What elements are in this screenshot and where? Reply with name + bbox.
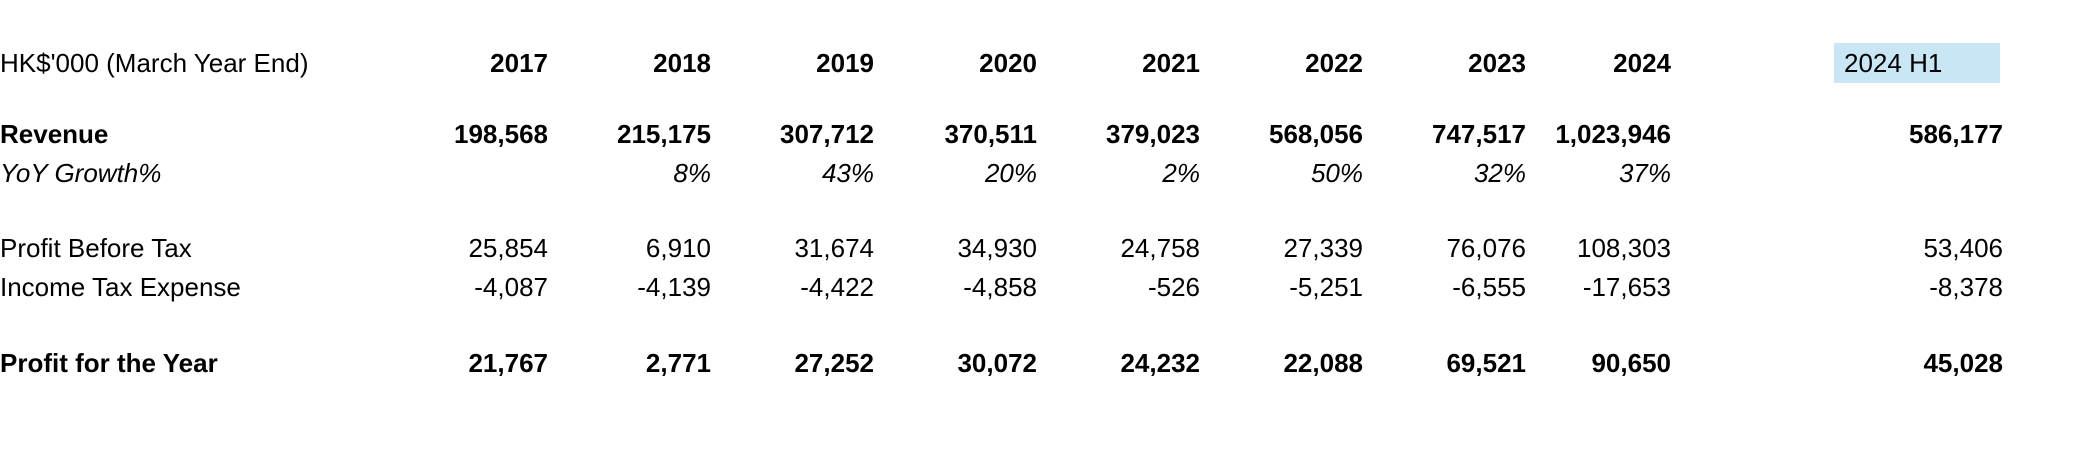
cell-income-tax-expense-2024-h1: -8,378 xyxy=(1929,272,2003,302)
col-header-2018: 2018 xyxy=(653,47,711,78)
cell-yoy-growth-2017 xyxy=(420,154,548,193)
cell-profit-before-tax-2017: 25,854 xyxy=(468,233,548,263)
cell-income-tax-expense-2021: -526 xyxy=(1147,272,1200,302)
table: HK$'000 (March Year End) 2017 2018 2019 … xyxy=(0,43,2003,383)
cell-income-tax-expense-2017: -4,087 xyxy=(474,272,548,302)
spacer-row xyxy=(0,193,2003,229)
cell-revenue-2024: 1,023,946 xyxy=(1555,119,1671,149)
cell-yoy-growth-2020: 20% xyxy=(984,158,1037,188)
column-gap xyxy=(1671,229,1834,268)
col-header-2024-h1-cell: 2024 H1 xyxy=(1834,43,2003,83)
cell-revenue-2021: 379,023 xyxy=(1106,119,1200,149)
cell-profit-for-the-year-2023: 69,521 xyxy=(1446,348,1526,378)
cell-profit-for-the-year-2020: 30,072 xyxy=(957,348,1037,378)
cell-yoy-growth-2024: 37% xyxy=(1618,158,1671,188)
cell-income-tax-expense-2024: -17,653 xyxy=(1582,272,1671,302)
cell-income-tax-expense-2022: -5,251 xyxy=(1289,272,1363,302)
col-header-2021: 2021 xyxy=(1142,47,1200,78)
row-label-income-tax-expense: Income Tax Expense xyxy=(0,272,241,302)
cell-revenue-2017: 198,568 xyxy=(454,119,548,149)
cell-profit-for-the-year-2021: 24,232 xyxy=(1120,348,1200,378)
cell-revenue-2019: 307,712 xyxy=(780,119,874,149)
col-header-2023: 2023 xyxy=(1468,47,1526,78)
cell-yoy-growth-2022: 50% xyxy=(1310,158,1363,188)
table-row-profit-for-the-year: Profit for the Year 21,767 2,771 27,252 30,0… xyxy=(0,344,2003,383)
cell-revenue-2024-h1: 586,177 xyxy=(1909,119,2003,149)
cell-yoy-growth-2023: 32% xyxy=(1473,158,1526,188)
table-row-profit-before-tax: Profit Before Tax 25,854 6,910 31,674 34,930… xyxy=(0,229,2003,268)
row-label-yoy-growth: YoY Growth% xyxy=(0,158,162,188)
col-header-2020: 2020 xyxy=(979,47,1037,78)
spacer-row xyxy=(0,307,2003,344)
spacer-cell xyxy=(0,83,2003,115)
column-gap xyxy=(1671,43,1834,83)
column-gap xyxy=(1671,115,1834,154)
cell-profit-for-the-year-2024: 90,650 xyxy=(1591,348,1671,378)
cell-profit-before-tax-2019: 31,674 xyxy=(794,233,874,263)
cell-profit-before-tax-2023: 76,076 xyxy=(1446,233,1526,263)
cell-profit-before-tax-2024: 108,303 xyxy=(1577,233,1671,263)
cell-income-tax-expense-2019: -4,422 xyxy=(800,272,874,302)
cell-yoy-growth-2018: 8% xyxy=(673,158,711,188)
unit-label: HK$'000 (March Year End) xyxy=(0,47,309,78)
cell-revenue-2018: 215,175 xyxy=(617,119,711,149)
column-gap xyxy=(1671,268,1834,307)
column-gap xyxy=(1671,344,1834,383)
spacer-row xyxy=(0,83,2003,115)
cell-profit-before-tax-2020: 34,930 xyxy=(957,233,1037,263)
cell-yoy-growth-2019: 43% xyxy=(821,158,874,188)
cell-profit-for-the-year-2024-h1: 45,028 xyxy=(1923,348,2003,378)
cell-profit-before-tax-2021: 24,758 xyxy=(1120,233,1200,263)
col-header-2017: 2017 xyxy=(490,47,548,78)
cell-yoy-growth-2024-h1 xyxy=(1834,154,2003,193)
row-label-profit-before-tax: Profit Before Tax xyxy=(0,233,192,263)
cell-profit-before-tax-2022: 27,339 xyxy=(1283,233,1363,263)
row-label-revenue: Revenue xyxy=(0,119,109,149)
table-row-revenue: Revenue 198,568 215,175 307,712 370,511 379,0… xyxy=(0,115,2003,154)
col-header-2024-h1-highlight: 2024 H1 xyxy=(1834,43,2000,83)
spacer-cell xyxy=(0,193,2003,229)
cell-income-tax-expense-2020: -4,858 xyxy=(963,272,1037,302)
cell-revenue-2020: 370,511 xyxy=(944,119,1037,149)
col-header-2024: 2024 xyxy=(1613,47,1671,78)
cell-profit-before-tax-2024-h1: 53,406 xyxy=(1923,233,2003,263)
cell-yoy-growth-2021: 2% xyxy=(1162,158,1200,188)
cell-profit-for-the-year-2019: 27,252 xyxy=(794,348,874,378)
col-header-2019: 2019 xyxy=(816,47,874,78)
cell-profit-before-tax-2018: 6,910 xyxy=(645,233,711,263)
column-gap xyxy=(1671,154,1834,193)
header-row: HK$'000 (March Year End) 2017 2018 2019 … xyxy=(0,43,2003,83)
row-label-profit-for-the-year: Profit for the Year xyxy=(0,348,218,378)
table-row-income-tax-expense: Income Tax Expense -4,087 -4,139 -4,422 -4,8… xyxy=(0,268,2003,307)
cell-profit-for-the-year-2017: 21,767 xyxy=(468,348,548,378)
cell-profit-for-the-year-2018: 2,771 xyxy=(645,348,711,378)
cell-profit-for-the-year-2022: 22,088 xyxy=(1283,348,1363,378)
spacer-cell xyxy=(0,307,2003,344)
cell-income-tax-expense-2023: -6,555 xyxy=(1452,272,1526,302)
table-row-yoy-growth: YoY Growth% 8% 43% 20% 2% 50% 32% 37% xyxy=(0,154,2003,193)
cell-income-tax-expense-2018: -4,139 xyxy=(637,272,711,302)
cell-revenue-2022: 568,056 xyxy=(1269,119,1363,149)
col-header-2022: 2022 xyxy=(1305,47,1363,78)
cell-revenue-2023: 747,517 xyxy=(1432,119,1526,149)
